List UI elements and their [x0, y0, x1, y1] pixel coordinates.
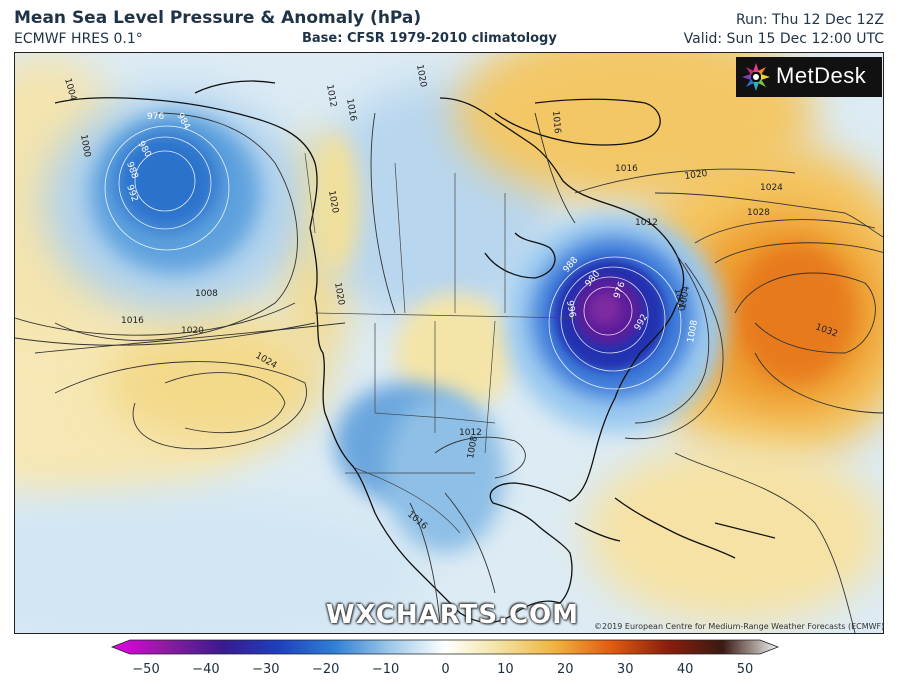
contour-label: 1008	[686, 319, 700, 344]
model-label: ECMWF HRES 0.1°	[14, 31, 143, 47]
contour-label: 1012	[635, 218, 658, 228]
ecmwf-copyright: ©2019 European Centre for Medium-Range W…	[594, 622, 885, 631]
contour-label: 1016	[550, 110, 562, 134]
contour-label: 996	[564, 300, 577, 319]
contour-label: 1008	[466, 435, 480, 460]
anomaly-colorbar: −50 −40 −30 −20 −10 0 10 20 30 40 50	[0, 636, 900, 689]
contour-label: 1008	[195, 289, 218, 299]
contour-label: 976	[147, 112, 164, 122]
contour-label: 1020	[181, 326, 204, 336]
isobars	[15, 112, 883, 633]
contour-label: 1000	[78, 134, 92, 159]
climatology-base-label: Base: CFSR 1979-2010 climatology	[302, 31, 557, 46]
valid-time-label: Valid: Sun 15 Dec 12:00 UTC	[683, 31, 884, 47]
political-boundaries	[304, 152, 576, 534]
pressure-anomaly-map: 1004 976 984 980 988 992 1000 1008 1016 …	[14, 52, 884, 634]
colorbar-tick-label: 0	[441, 662, 449, 677]
colorbar-tick-label: −40	[192, 662, 219, 677]
metdesk-logo: MetDesk	[736, 57, 882, 97]
map-canvas: 1004 976 984 980 988 992 1000 1008 1016 …	[15, 53, 883, 633]
contour-label: 1024	[760, 183, 783, 193]
run-time-label: Run: Thu 12 Dec 12Z	[736, 12, 884, 28]
low-center-isobars	[104, 125, 682, 390]
coastlines	[54, 80, 776, 624]
metdesk-logo-icon	[742, 63, 770, 91]
contour-label: 1012	[459, 428, 482, 438]
colorbar-tick-label: 50	[737, 662, 754, 677]
colorbar-tick-label: −20	[312, 662, 339, 677]
contour-label: 1028	[747, 208, 770, 218]
contour-labels: 1004 976 984 980 988 992 1000 1008 1016 …	[62, 64, 839, 532]
colorbar-tick-label: −30	[252, 662, 279, 677]
colorbar-svg: −50 −40 −30 −20 −10 0 10 20 30 40 50	[110, 639, 780, 677]
chart-title: Mean Sea Level Pressure & Anomaly (hPa)	[14, 8, 422, 28]
colorbar-tick-label: 20	[557, 662, 574, 677]
contour-label: 1020	[414, 64, 428, 89]
contour-label: 1016	[121, 316, 144, 326]
colorbar-tick-label: 30	[617, 662, 634, 677]
contour-label: 1016	[344, 98, 358, 123]
contour-label: 1020	[332, 282, 346, 307]
contour-label: 1012	[324, 84, 338, 108]
metdesk-logo-text: MetDesk	[776, 63, 867, 88]
chart-header: Mean Sea Level Pressure & Anomaly (hPa) …	[0, 0, 900, 52]
contour-label: 1016	[615, 164, 638, 174]
wxcharts-watermark: WXCHARTS.COM	[326, 600, 580, 630]
contour-label: 1020	[684, 169, 708, 182]
colorbar-tick-label: −10	[372, 662, 399, 677]
colorbar-tick-label: 40	[677, 662, 694, 677]
colorbar-gradient	[110, 639, 780, 655]
contour-label: 1000	[672, 288, 686, 313]
colorbar-tick-label: 10	[497, 662, 514, 677]
contour-label: 1020	[326, 190, 340, 215]
contour-label: 1004	[678, 285, 692, 310]
colorbar-tick-label: −50	[132, 662, 159, 677]
